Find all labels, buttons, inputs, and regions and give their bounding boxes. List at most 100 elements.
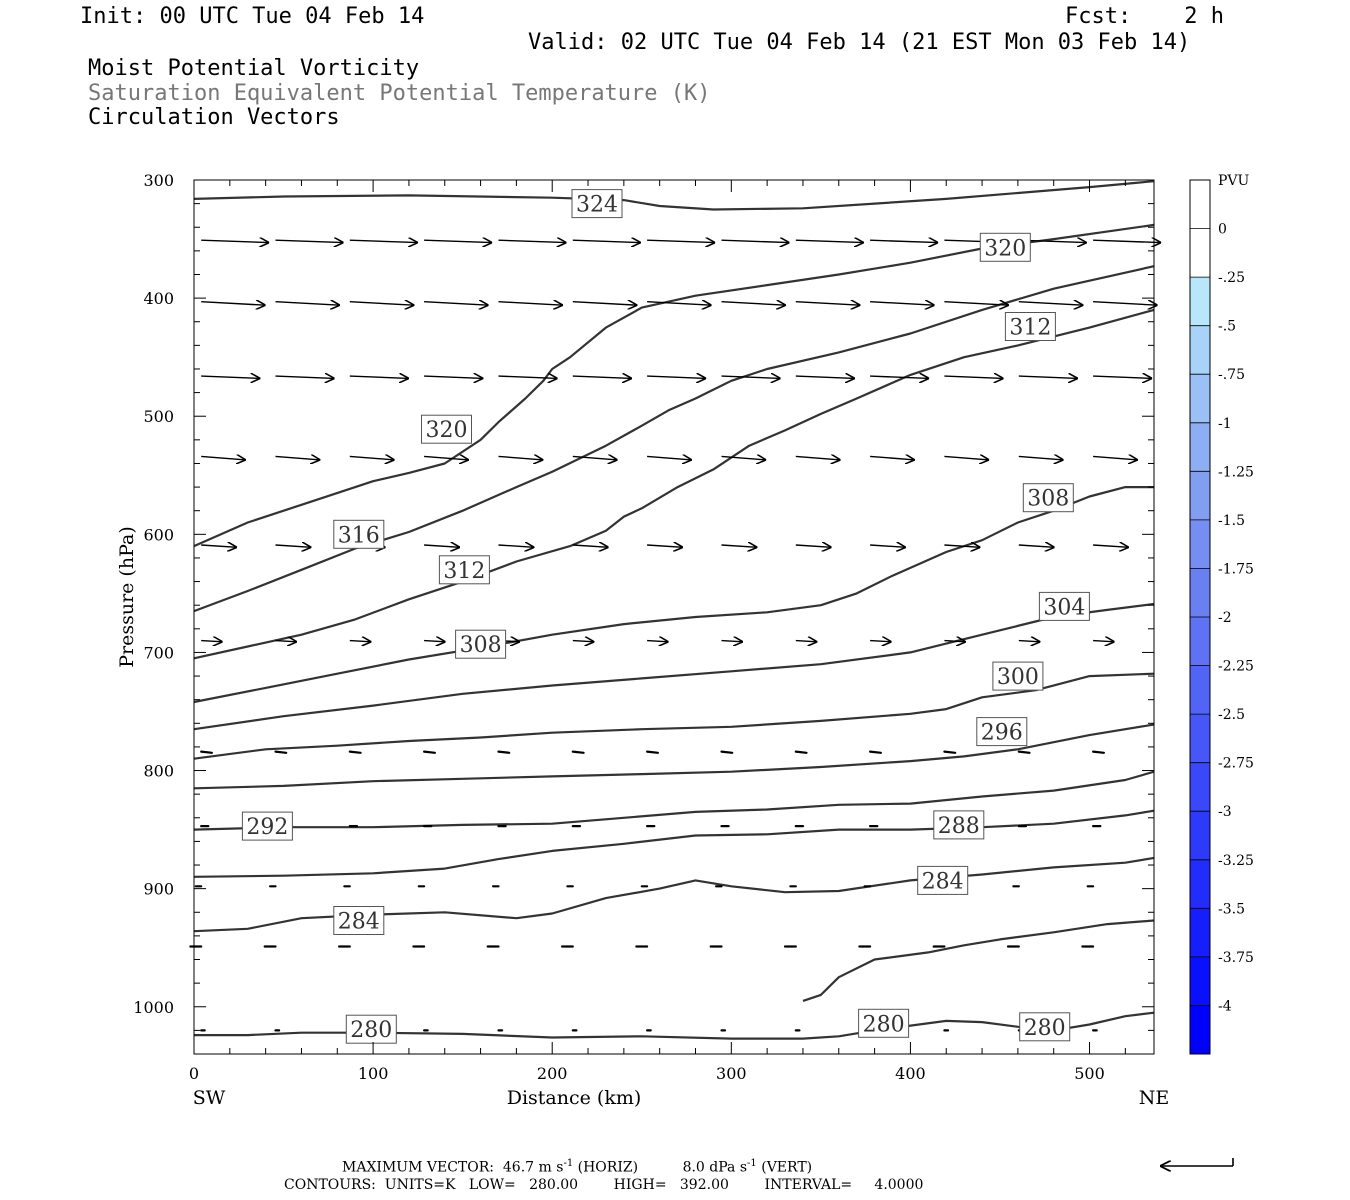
circulation-vector bbox=[645, 750, 660, 754]
circulation-vector bbox=[349, 641, 372, 642]
circulation-vector bbox=[868, 750, 883, 754]
contour-label-box bbox=[1022, 483, 1074, 513]
contour-label-box bbox=[858, 1008, 910, 1038]
colorbar-swatch bbox=[1190, 568, 1210, 618]
colorbar-label: -3.75 bbox=[1218, 950, 1254, 966]
circulation-vector bbox=[498, 456, 544, 460]
vert-value: 8.0 dPa s bbox=[682, 1159, 748, 1176]
colorbar-swatch bbox=[1190, 956, 1210, 1006]
y-tick-label: 400 bbox=[143, 289, 174, 308]
circulation-vector bbox=[572, 240, 641, 242]
contour-label: 292 bbox=[246, 815, 288, 840]
valid-time: Valid: 02 UTC Tue 04 Feb 14 (21 EST Mon … bbox=[528, 30, 1191, 55]
x-end-label-sw: SW bbox=[193, 1087, 226, 1109]
colorbar-swatch bbox=[1190, 277, 1210, 327]
circulation-vector bbox=[721, 456, 767, 460]
circulation-vector bbox=[349, 302, 415, 306]
contour-label: 304 bbox=[1043, 595, 1085, 620]
circulation-vector bbox=[1091, 750, 1106, 754]
circulation-vector bbox=[795, 376, 855, 378]
circulation-vector bbox=[498, 545, 535, 547]
circulation-vector bbox=[795, 240, 864, 242]
reference-vector bbox=[1160, 1158, 1234, 1166]
horiz-value: 46.7 m s bbox=[502, 1159, 564, 1176]
circulation-vector bbox=[870, 545, 906, 547]
circulation-vector bbox=[424, 376, 483, 378]
contour-label-box bbox=[1019, 1012, 1071, 1042]
vector-layer bbox=[189, 240, 1161, 1032]
x-end-label-ne: NE bbox=[1139, 1087, 1170, 1109]
contour-label: 320 bbox=[426, 418, 468, 443]
circulation-vector bbox=[275, 641, 298, 642]
circulation-vector bbox=[1093, 545, 1129, 547]
circulation-vector bbox=[571, 750, 585, 754]
x-tick-label: 0 bbox=[189, 1064, 199, 1083]
forecast-hour: Fcst: 2 h bbox=[1065, 4, 1224, 29]
circulation-vector bbox=[572, 302, 638, 306]
circulation-vector bbox=[349, 240, 418, 242]
colorbar-swatch bbox=[1190, 617, 1210, 667]
x-tick-label: 100 bbox=[358, 1064, 389, 1083]
colorbar-label: -1.25 bbox=[1218, 464, 1254, 480]
colorbar-swatch bbox=[1190, 422, 1210, 472]
contour-label-box bbox=[455, 629, 507, 659]
colorbar: PVU 0 -.25 -.5 -.75 -1 -1.25 -1.5 -1.75 -2 -2.25 -2… bbox=[1189, 173, 1254, 1055]
circulation-vector bbox=[424, 302, 489, 306]
circulation-vector bbox=[647, 376, 706, 378]
colorbar-label: -3.5 bbox=[1218, 901, 1245, 917]
circulation-vector bbox=[870, 641, 892, 642]
circulation-vector bbox=[721, 376, 781, 378]
vert-tag: (VERT) bbox=[761, 1159, 813, 1176]
circulation-vector bbox=[424, 456, 469, 460]
circulation-vector bbox=[721, 545, 758, 547]
contour-label-box bbox=[421, 414, 472, 444]
circulation-vector bbox=[720, 750, 734, 754]
circulation-vector bbox=[944, 302, 1009, 306]
contour-label: 288 bbox=[938, 814, 980, 839]
colorbar-swatch bbox=[1190, 374, 1210, 424]
circulation-vector bbox=[647, 240, 715, 242]
colorbar-label: -4 bbox=[1218, 998, 1232, 1014]
contour-label: 296 bbox=[981, 721, 1023, 746]
colorbar-swatch bbox=[1190, 471, 1210, 521]
circulation-vector bbox=[201, 545, 237, 547]
y-tick-label: 900 bbox=[143, 880, 174, 899]
contour-label-box bbox=[345, 1014, 397, 1044]
contour-284-11 bbox=[802, 919, 1155, 1002]
contour-label-layer: 324 320 312 320 308 316 312 304 308 300 296 292 288 2… bbox=[241, 189, 1090, 1044]
circulation-vector bbox=[795, 641, 818, 642]
contour-300-6 bbox=[193, 672, 1155, 760]
colorbar-swatch bbox=[1190, 714, 1210, 764]
colorbar-swatch bbox=[1190, 665, 1210, 715]
axes-layer: 0 100 200 300 400 500 300 400 500 600 700 800 900 100… bbox=[116, 171, 1169, 1109]
y-tick-label: 1000 bbox=[133, 998, 174, 1017]
horiz-tag: (HORIZ) bbox=[577, 1159, 639, 1176]
colorbar-label: -.25 bbox=[1218, 270, 1245, 286]
contour-280-12 bbox=[194, 1011, 1155, 1040]
circulation-vector bbox=[1018, 456, 1064, 460]
colorbar-label: -2.25 bbox=[1218, 659, 1254, 675]
colorbar-label: -2.75 bbox=[1218, 756, 1254, 772]
field-title-vectors: Circulation Vectors bbox=[88, 105, 340, 130]
colorbar-label: -3.25 bbox=[1218, 853, 1254, 869]
colorbar-label: -.75 bbox=[1218, 367, 1245, 383]
x-tick-label: 500 bbox=[1074, 1064, 1105, 1083]
contour-label-box bbox=[992, 661, 1044, 691]
circulation-vector bbox=[870, 240, 938, 242]
x-tick-label: 200 bbox=[537, 1064, 568, 1083]
colorbar-swatch bbox=[1190, 811, 1210, 861]
circulation-vector bbox=[721, 302, 786, 306]
colorbar-swatch bbox=[1190, 519, 1210, 569]
circulation-vector bbox=[497, 750, 511, 754]
contour-label-box bbox=[1004, 312, 1056, 341]
y-tick-label: 700 bbox=[143, 643, 174, 662]
circulation-vector bbox=[572, 376, 632, 378]
contour-label-box bbox=[241, 811, 293, 841]
circulation-vector bbox=[1093, 240, 1161, 242]
circulation-vector bbox=[1018, 302, 1084, 306]
contour-296-7 bbox=[193, 723, 1155, 790]
circulation-vector bbox=[201, 456, 246, 460]
circulation-vector bbox=[498, 376, 558, 378]
contour-label-box bbox=[979, 232, 1031, 262]
